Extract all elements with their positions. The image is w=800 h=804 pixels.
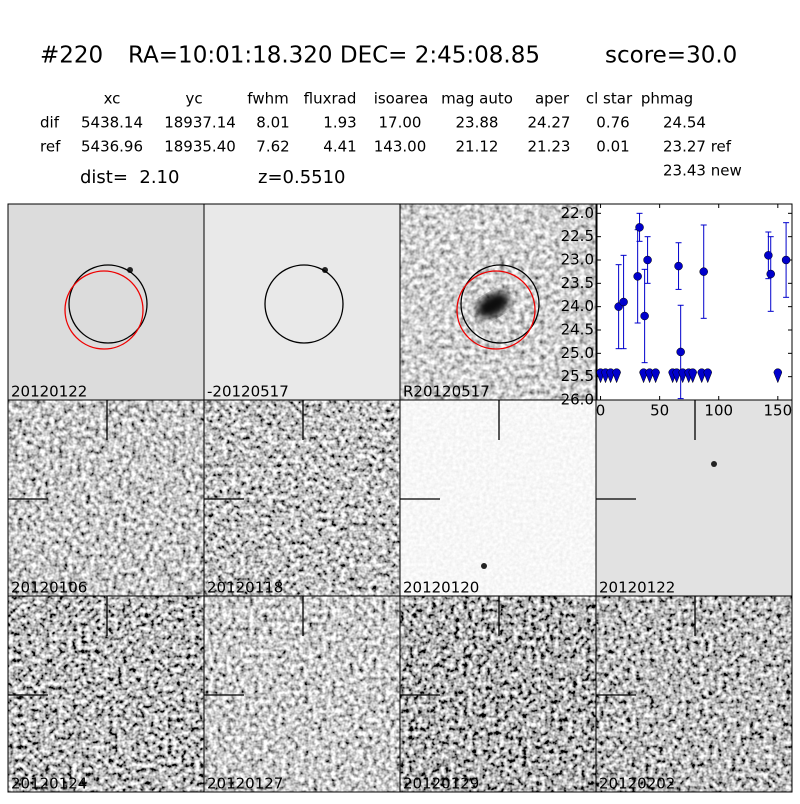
stamp-label: R20120517 [403, 383, 490, 401]
stamp-label: 20120127 [207, 775, 283, 793]
stamp-image [8, 596, 204, 792]
stamp-label: 20120122 [11, 383, 87, 401]
stamp-label: 20120120 [403, 579, 479, 597]
column-header: fluxrad [304, 90, 357, 108]
plot-area [596, 203, 793, 401]
stamp-label: -20120517 [207, 383, 289, 401]
column-header: aper [535, 90, 570, 108]
upper-limit [651, 368, 660, 384]
table-cell: 23.88 [456, 114, 499, 132]
stamp-label: 20120118 [207, 579, 283, 597]
table-cell: 8.01 [256, 114, 289, 132]
row-label: ref [40, 138, 61, 156]
star [127, 267, 133, 273]
y-tick-label: 22.0 [561, 204, 594, 222]
column-header: xc [104, 90, 121, 108]
table-cell: 24.54 [663, 114, 706, 132]
table-cell: 24.27 [528, 114, 571, 132]
upper-limit [703, 368, 712, 384]
table-cell: 1.93 [323, 114, 356, 132]
stamp-label: 20120124 [11, 775, 87, 793]
stamp-label: 20120129 [403, 775, 479, 793]
table-cell: 0.76 [596, 114, 629, 132]
x-tick-label: 0 [596, 402, 606, 420]
aperture [68, 264, 148, 344]
data-point [619, 297, 628, 307]
stamp-label: 20120106 [11, 579, 87, 597]
dist: dist= 2.10 [80, 167, 179, 188]
table-cell: 7.62 [256, 138, 289, 156]
y-tick-label: 22.5 [561, 227, 594, 245]
x-tick-label: 50 [650, 402, 669, 420]
data-point [699, 267, 708, 276]
stamp-image [204, 596, 400, 792]
stamp-image [8, 400, 204, 596]
upper-limit [773, 368, 783, 384]
upper-limit [612, 368, 621, 384]
stamp-frame [595, 595, 793, 793]
row-label: dif [40, 114, 60, 132]
y-tick-label: 24.5 [561, 321, 594, 339]
galaxy [476, 291, 510, 319]
aperture [460, 264, 540, 344]
data-point [781, 255, 791, 265]
table-cell: 0.01 [596, 138, 629, 156]
stamp-label: 20120122 [599, 579, 675, 597]
column-header: mag auto [441, 90, 513, 108]
y-tick-label: 24.0 [561, 297, 594, 315]
panels: 20120122 -20120517 R20120517 20120106 201201… [7, 203, 793, 793]
data-point [635, 223, 644, 232]
table-cell: 143.00 [374, 138, 427, 156]
column-header: fwhm [247, 90, 288, 108]
table-cell: 4.41 [323, 138, 356, 156]
aperture-ref [64, 270, 144, 350]
x-tick-label: 100 [704, 402, 733, 420]
column-header: cl star [586, 90, 633, 108]
table-cell: 18935.40 [164, 138, 236, 156]
y-tick-label: 23.5 [561, 274, 594, 292]
stamp-image [8, 204, 204, 400]
table-cell: 18937.14 [164, 114, 236, 132]
candidate-id: #220 [40, 43, 103, 69]
stamp-label: 20120202 [599, 775, 675, 793]
y-tick-label: 25.5 [561, 367, 594, 385]
data-point [676, 347, 685, 357]
data-point [766, 269, 775, 279]
table-cell: 5438.14 [81, 114, 143, 132]
table-cell: 5436.96 [81, 138, 143, 156]
stamp-image [400, 596, 596, 792]
column-header: isoarea [374, 90, 429, 108]
data-point [674, 261, 683, 271]
stamp-image [596, 400, 792, 596]
column-header: phmag [641, 90, 693, 108]
data-point [640, 311, 649, 321]
y-tick-label: 23.0 [561, 251, 594, 269]
table-cell: 23.27 ref [663, 138, 732, 156]
y-tick-label: 25.0 [561, 344, 594, 362]
phmag-new: 23.43 new [663, 162, 742, 180]
star [711, 461, 717, 467]
table-cell: 17.00 [379, 114, 422, 132]
column-header: yc [185, 90, 202, 108]
x-tick-label: 150 [763, 402, 792, 420]
coordinates: RA=10:01:18.320 DEC= 2:45:08.85 [128, 43, 540, 69]
aperture [264, 264, 344, 344]
stamp-image [204, 400, 400, 596]
upper-limit [688, 368, 697, 384]
stamp-image [596, 596, 792, 792]
table-cell: 21.23 [528, 138, 571, 156]
table-cell: 21.12 [456, 138, 499, 156]
data-point [643, 255, 652, 265]
y-tick-label: 26.0 [561, 391, 594, 409]
stamp-image [204, 204, 400, 400]
aperture-ref [456, 270, 536, 350]
redshift: z=0.5510 [258, 167, 346, 188]
star [481, 563, 487, 569]
light-curve: 22.0 22.5 23.0 23.5 24.0 24.5 25.0 25.5 26.00 50 1… [561, 203, 793, 420]
data-point [633, 272, 642, 281]
score: score=30.0 [605, 43, 737, 69]
stamp-image [400, 400, 596, 596]
